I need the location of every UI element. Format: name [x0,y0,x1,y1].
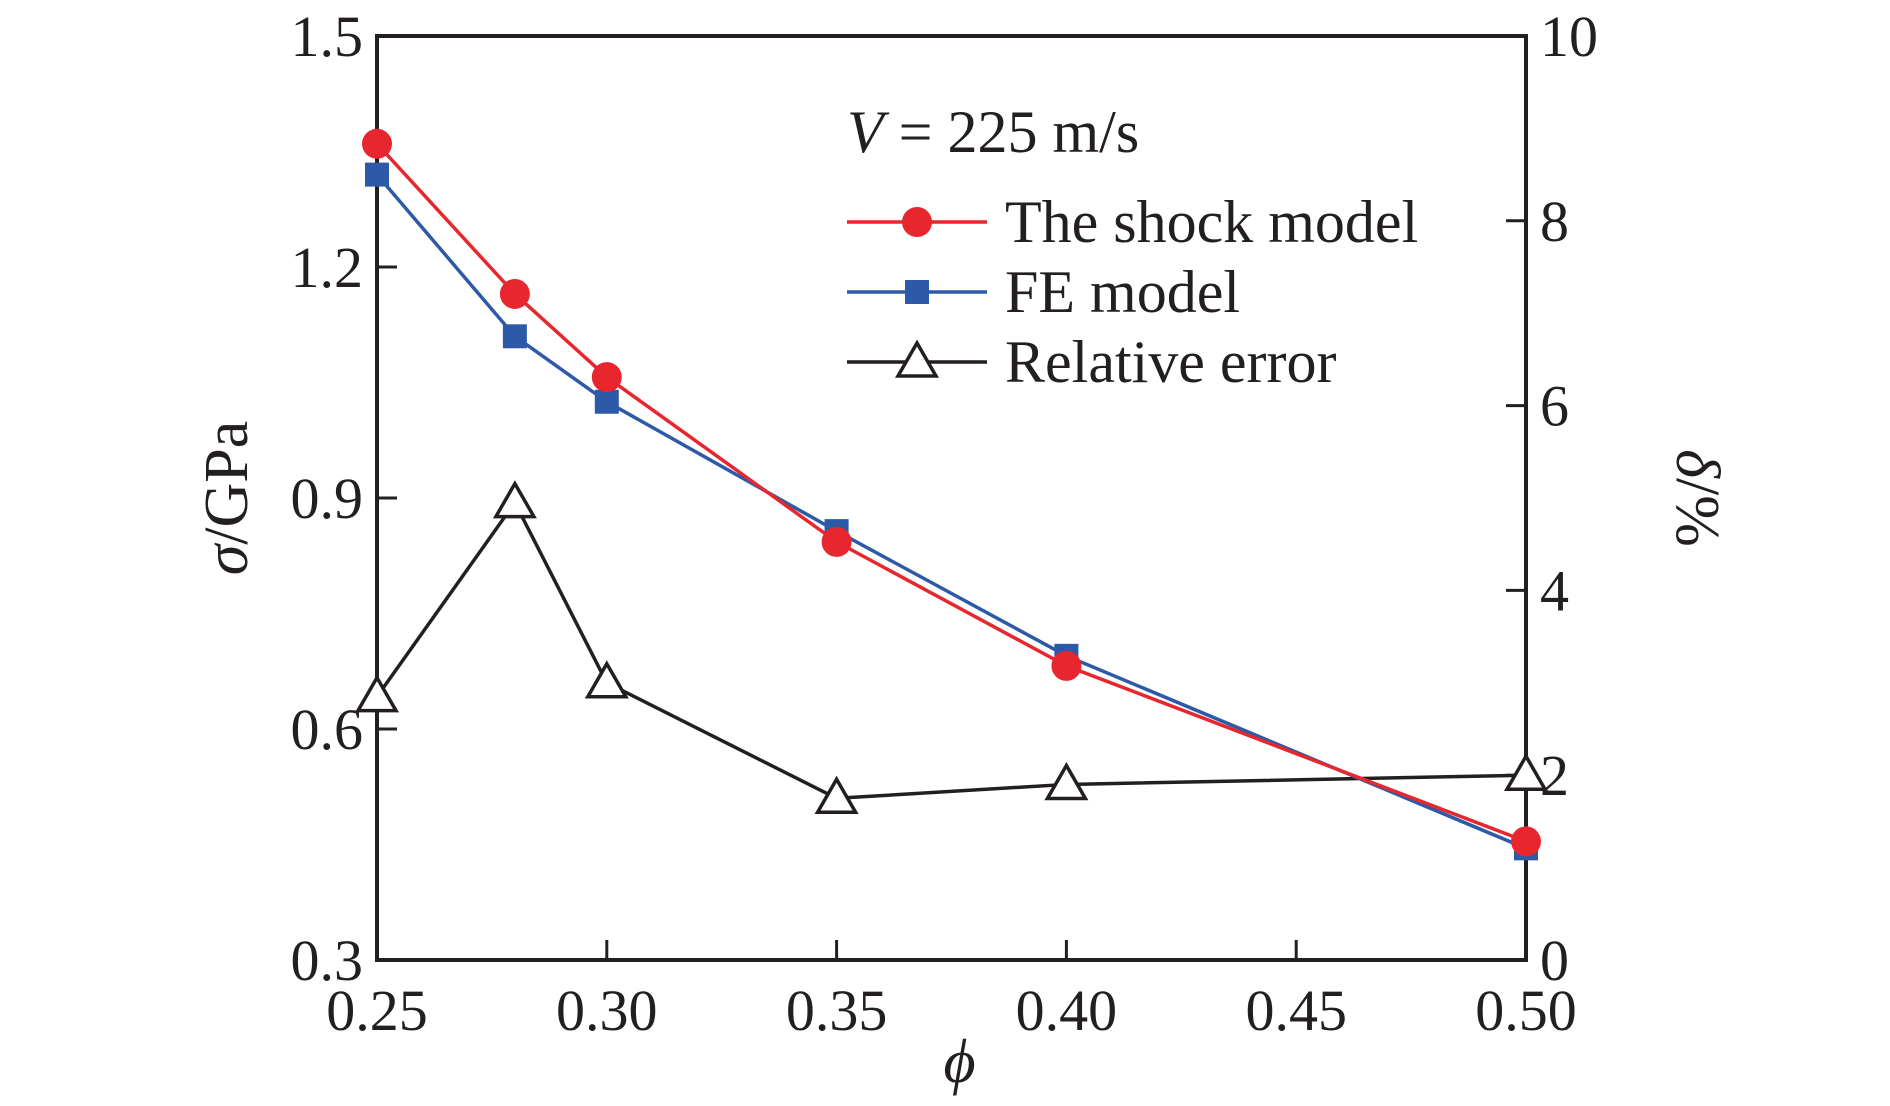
y-right-tick-label: 2 [1540,743,1569,808]
legend-item: The shock model [847,189,1418,255]
series-fe-model [365,162,1538,861]
data-point [1511,826,1541,857]
labels-layer: 0.25 0.30 0.35 0.40 0.45 0.50 0.3 0.6 0.9 1.2 1.5 0… [193,4,1731,1096]
y-left-tick-label: 0.3 [291,928,364,993]
y-right-axis-title: δ/% [1663,449,1731,547]
velocity-annotation-var: V [847,99,890,165]
plot-frame [375,34,1528,962]
series-relative-error [354,480,1549,815]
data-point [594,389,619,414]
y-left-tick-label: 1.2 [291,235,364,300]
legend-item: FE model [847,259,1240,325]
y-left-tick-label: 1.5 [291,4,364,69]
x-axis-title: ϕ [943,1028,975,1096]
series-line [375,142,1527,844]
y-right-tick-label: 6 [1540,374,1569,439]
y-right-axis-unit: /% [1663,478,1731,547]
data-point [821,526,852,557]
series-layer [354,128,1549,861]
data-point [1044,761,1089,801]
y-left-tick-label: 0.9 [291,466,364,531]
y-right-axis-symbol: δ [1663,449,1731,479]
legend-label: Relative error [1005,329,1337,395]
data-point [365,162,389,187]
data-point [1503,752,1549,791]
x-tick-label: 0.40 [1016,978,1118,1043]
data-point [354,674,400,713]
x-tick-label: 0.50 [1475,978,1577,1043]
data-point [1051,650,1082,681]
legend-marker [902,207,932,237]
data-point [362,128,392,159]
axes-layer [375,34,1528,962]
x-tick-label: 0.35 [786,978,888,1043]
legend-marker [894,339,940,378]
data-point [502,324,527,349]
legend-label: The shock model [1005,189,1418,255]
y-left-axis-unit: /GPa [193,421,261,545]
data-point [584,660,629,699]
y-left-axis-symbol: σ [193,542,261,575]
series-the-shock-model [362,128,1541,857]
data-point [814,775,859,815]
y-right-tick-label: 10 [1540,4,1598,69]
y-left-axis-title: σ/GPa [193,421,261,576]
data-point [492,480,537,519]
y-right-tick-label: 4 [1540,558,1569,623]
y-right-tick-label: 0 [1540,928,1569,993]
series-line [375,500,1527,801]
y-right-tick-label: 8 [1540,189,1569,254]
y-left-tick-label: 0.6 [291,697,364,762]
x-tick-label: 0.45 [1245,978,1347,1043]
x-tick-label: 0.25 [326,978,428,1043]
legend-label: FE model [1005,259,1240,325]
data-point [499,278,530,309]
data-point [591,362,622,393]
velocity-annotation-value: = 225 m/s [884,99,1140,165]
legend-marker [905,280,929,304]
series-line [375,173,1527,850]
legend-item: Relative error [847,329,1337,395]
x-tick-label: 0.30 [556,978,658,1043]
velocity-annotation: V = 225 m/s [847,99,1139,165]
